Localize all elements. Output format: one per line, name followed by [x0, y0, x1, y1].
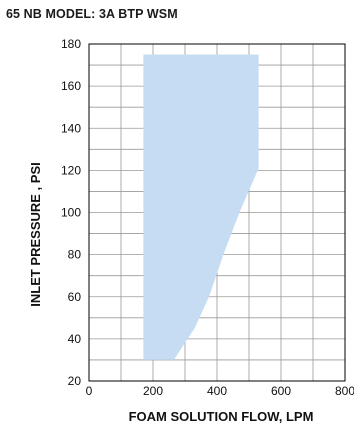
x-tick-label: 600: [271, 384, 291, 398]
x-tick-labels: 0 200 400 600 800: [86, 384, 354, 398]
y-tick-labels: 20 40 60 80 100 120 140 160 180: [61, 37, 81, 388]
y-tick-label: 20: [68, 374, 82, 388]
y-tick-label: 160: [61, 79, 81, 93]
y-tick-label: 80: [68, 248, 82, 262]
plot-frame: [88, 43, 346, 382]
y-tick-label: 60: [68, 290, 82, 304]
operating-area: [143, 54, 259, 360]
x-axis-label: FOAM SOLUTION FLOW, LPM: [129, 409, 314, 424]
operating-region: [143, 54, 259, 360]
y-tick-label: 180: [61, 37, 81, 51]
y-tick-label: 140: [61, 121, 81, 135]
y-axis-label: INLET PRESSURE , PSI: [28, 162, 43, 306]
y-tick-label: 120: [61, 163, 81, 177]
y-tick-label: 40: [68, 332, 82, 346]
x-tick-label: 800: [335, 384, 354, 398]
y-tick-label: 100: [61, 206, 81, 220]
x-tick-label: 200: [143, 384, 163, 398]
x-tick-label: 0: [86, 384, 93, 398]
x-tick-label: 400: [207, 384, 227, 398]
chart-title: 65 NB MODEL: 3A BTP WSM: [6, 7, 178, 21]
